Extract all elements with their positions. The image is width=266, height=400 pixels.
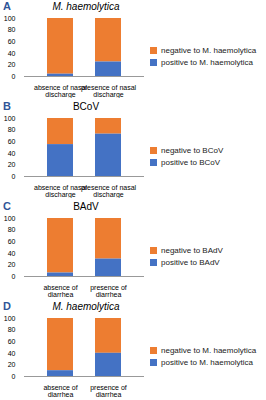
svg-text:absence of nasaldischarge: absence of nasaldischarge	[34, 84, 87, 98]
html-text:BCoV: BCoV	[72, 101, 100, 112]
html-text:M. haemolytica: M. haemolytica	[52, 301, 120, 312]
svg-text:80: 80	[8, 226, 16, 233]
svg-text:20: 20	[8, 61, 16, 68]
svg-text:0: 0	[12, 173, 16, 180]
svg-text:80: 80	[8, 326, 16, 333]
svg-text:100: 100	[4, 315, 16, 322]
svg-text:40: 40	[8, 150, 16, 157]
html-text:M. haemolytica: M. haemolytica	[52, 1, 120, 12]
html-text:C: C	[3, 200, 11, 212]
svg-text:20: 20	[8, 261, 16, 268]
svg-text:presence of nasaldischarge: presence of nasaldischarge	[81, 184, 137, 198]
html-text:positive to BAdV: positive to BAdV	[161, 257, 220, 267]
svg-text:20: 20	[8, 361, 16, 368]
html-text:positive to BCoV: positive to BCoV	[161, 157, 221, 167]
html-text:D: D	[3, 300, 11, 312]
html-text:negative to M. haemolytica: negative to M. haemolytica	[161, 345, 257, 355]
html-text:B: B	[3, 100, 11, 112]
html-text:A: A	[3, 0, 11, 12]
svg-text:100: 100	[4, 115, 16, 122]
svg-text:40: 40	[8, 250, 16, 257]
svg-text:60: 60	[8, 338, 16, 345]
svg-text:60: 60	[8, 38, 16, 45]
svg-text:presence ofdiarrhea: presence ofdiarrhea	[90, 284, 127, 298]
svg-text:60: 60	[8, 138, 16, 145]
svg-text:presence of nasaldischarge: presence of nasaldischarge	[81, 84, 137, 98]
html-text:BAdV: BAdV	[73, 201, 99, 212]
svg-text:20: 20	[8, 161, 16, 168]
svg-text:40: 40	[8, 50, 16, 57]
svg-text:80: 80	[8, 126, 16, 133]
html-text:negative to BAdV: negative to BAdV	[161, 245, 223, 255]
svg-text:0: 0	[12, 373, 16, 380]
html-text:negative to BCoV: negative to BCoV	[161, 145, 224, 155]
svg-text:0: 0	[12, 73, 16, 80]
html-text:negative to M. haemolytica: negative to M. haemolytica	[161, 45, 257, 55]
html-text:positive to M. haemolytica: positive to M. haemolytica	[161, 357, 253, 367]
svg-text:absence ofdiarrhea: absence ofdiarrhea	[43, 284, 77, 298]
svg-text:absence ofdiarrhea: absence ofdiarrhea	[43, 384, 77, 398]
svg-text:0: 0	[12, 273, 16, 280]
svg-text:presence ofdiarrhea: presence ofdiarrhea	[90, 384, 127, 398]
svg-text:100: 100	[4, 215, 16, 222]
svg-text:60: 60	[8, 238, 16, 245]
svg-text:100: 100	[4, 15, 16, 22]
html-text:positive to M. haemolytica: positive to M. haemolytica	[161, 57, 253, 67]
svg-text:40: 40	[8, 350, 16, 357]
svg-text:80: 80	[8, 26, 16, 33]
svg-text:absence of nasaldischarge: absence of nasaldischarge	[34, 184, 87, 198]
